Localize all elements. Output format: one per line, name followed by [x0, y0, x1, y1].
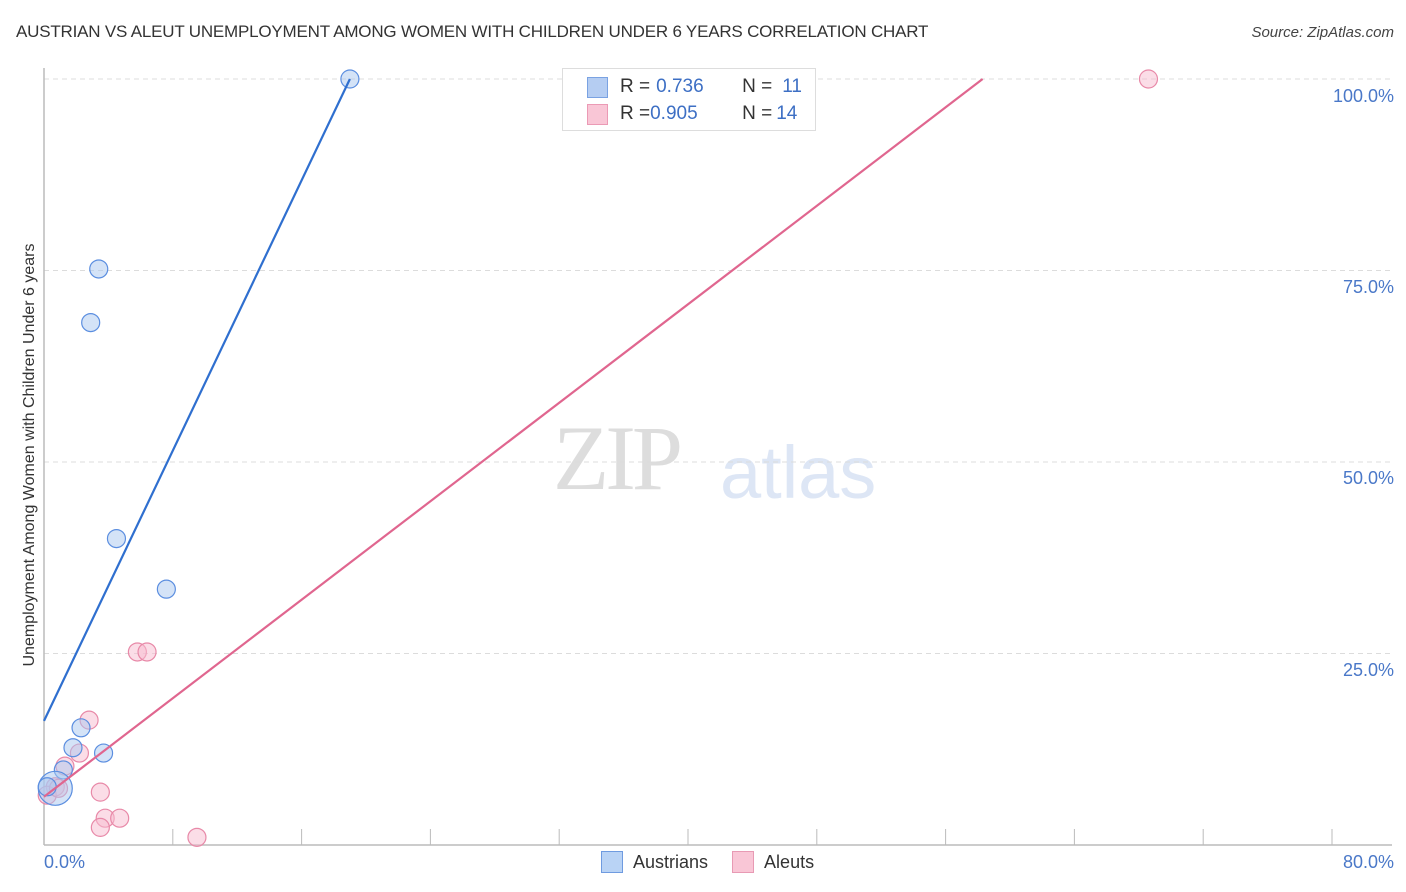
aleuts-point: [110, 808, 130, 828]
aleuts-swatch-icon: [587, 103, 608, 125]
watermark-zip: ZIP: [553, 407, 683, 509]
y-tick-50: 50.0%: [1342, 468, 1394, 488]
x-tick-80: 80.0%: [1342, 852, 1394, 872]
r-value: 0.905: [650, 103, 698, 124]
r-value: 0.736: [656, 76, 704, 97]
legend-item-austrians[interactable]: Austrians: [601, 851, 708, 873]
legend-row-austrians: R = 0.736 N = 11: [587, 74, 802, 100]
y-axis-label: Unemployment Among Women with Children U…: [21, 243, 38, 667]
stats-legend: R = 0.736 N = 11 R = 0.905 N = 14: [562, 68, 816, 131]
austrians-points: [37, 69, 360, 806]
austrians-trend-line: [43, 78, 351, 722]
gridlines: [44, 78, 1392, 654]
austrians-point: [89, 259, 109, 279]
austrians-point: [106, 528, 127, 549]
aleuts-trend-line: [43, 78, 984, 798]
legend-row-aleuts: R = 0.905 N = 14: [587, 101, 797, 127]
chart-title: AUSTRIAN VS ALEUT UNEMPLOYMENT AMONG WOM…: [16, 22, 929, 41]
austrians-point: [71, 718, 91, 738]
aleuts-point: [90, 782, 110, 802]
legend-label-austrians: Austrians: [633, 851, 709, 872]
y-tick-25: 25.0%: [1342, 660, 1394, 680]
austrians-point: [156, 579, 176, 599]
austrians-swatch-icon: [587, 76, 608, 98]
r-label: R =: [620, 103, 651, 124]
n-value: 14: [776, 103, 798, 124]
austrians-point: [63, 738, 83, 758]
aleuts-points: [37, 69, 1159, 847]
aleuts-point: [90, 817, 110, 837]
n-label: N =: [742, 76, 773, 97]
trend-lines: [43, 78, 984, 798]
aleuts-point: [187, 827, 207, 847]
series-legend: Austrians Aleuts: [601, 851, 838, 873]
y-tick-100: 100.0%: [1332, 86, 1394, 106]
axes: [43, 68, 1392, 846]
y-tick-75: 75.0%: [1342, 277, 1394, 297]
aleuts-point: [137, 642, 157, 662]
n-value: 11: [782, 76, 802, 97]
legend-item-aleuts[interactable]: Aleuts: [732, 851, 814, 873]
watermark-atlas: atlas: [720, 431, 877, 514]
n-label: N =: [742, 103, 773, 124]
r-label: R =: [620, 76, 651, 97]
austrians-point: [81, 312, 101, 333]
austrians-swatch-icon: [601, 851, 623, 873]
x-tick-0: 0.0%: [44, 852, 86, 872]
source-label: Source: ZipAtlas.com: [1251, 24, 1394, 41]
legend-label-aleuts: Aleuts: [764, 851, 815, 872]
aleuts-point: [1138, 69, 1159, 89]
aleuts-swatch-icon: [732, 851, 755, 873]
